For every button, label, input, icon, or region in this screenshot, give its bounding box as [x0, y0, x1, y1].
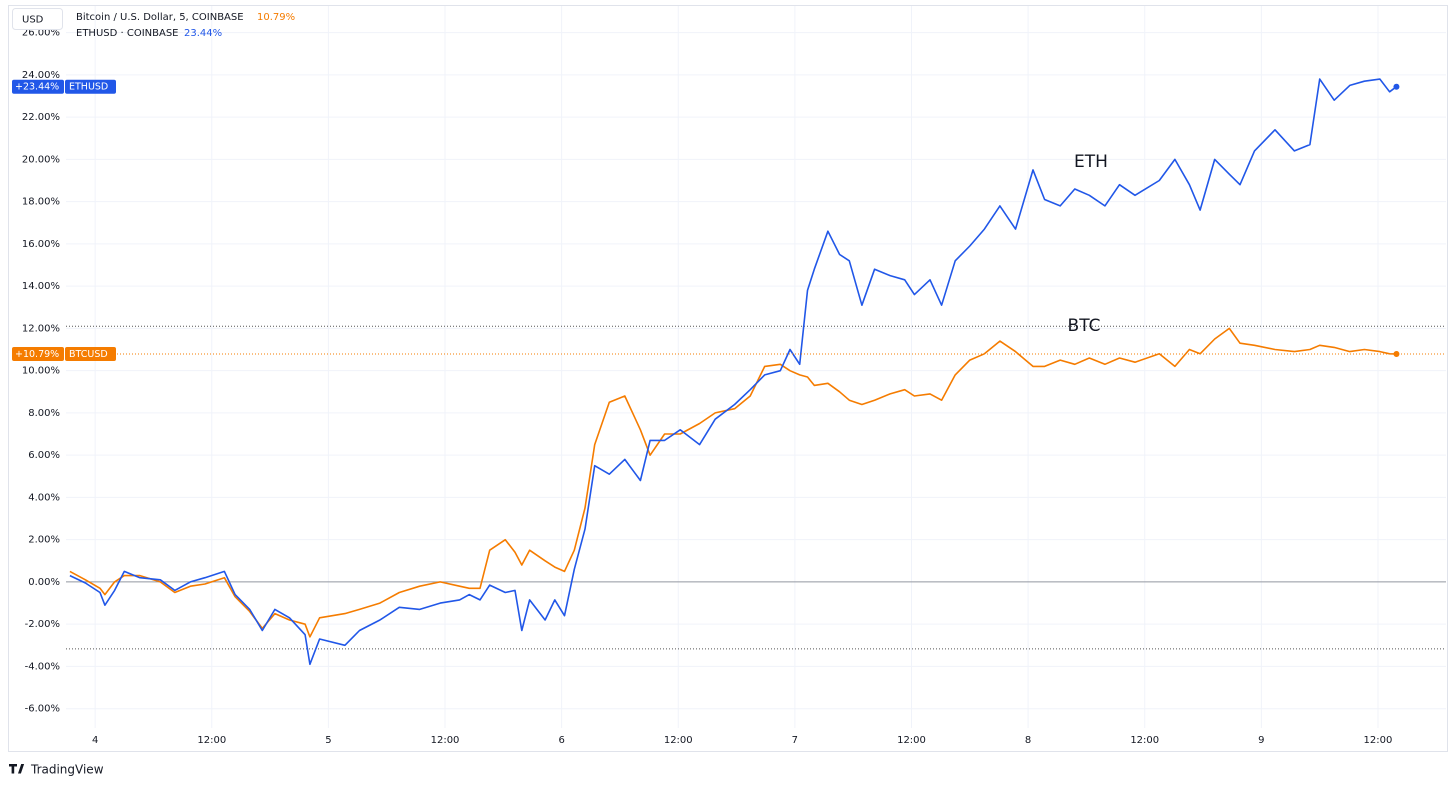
y-tick-label: 10.00%	[22, 366, 60, 377]
legend-value: 23.44%	[184, 28, 222, 39]
plot	[69, 78, 1397, 666]
y-tick-label: 8.00%	[28, 408, 60, 419]
x-tick-label: 4	[92, 735, 98, 746]
y-tick-label: 22.00%	[22, 112, 60, 123]
y-tick-label: 18.00%	[22, 197, 60, 208]
x-tick-label: 5	[325, 735, 331, 746]
x-tick-label: 8	[1025, 735, 1031, 746]
y-tick-label: -4.00%	[25, 661, 60, 672]
x-tick-label: 12:00	[1130, 735, 1159, 746]
x-tick-label: 6	[558, 735, 564, 746]
overlay: -6.00% -4.00% -2.00% 0.00% 2.00% 4.00% 6.00% 8.…	[12, 28, 1446, 746]
last-value-badge	[12, 79, 64, 94]
footer-logo	[9, 764, 25, 774]
currency-box[interactable]	[12, 8, 63, 30]
last-value-label: +10.79%	[15, 349, 59, 360]
legend-label: Bitcoin / U.S. Dollar, 5, COINBASE	[76, 12, 244, 23]
footer: TradingView	[30, 763, 104, 777]
last-value-dot	[1393, 350, 1400, 357]
series-line	[69, 78, 1397, 666]
x-tick-label: 12:00	[897, 735, 926, 746]
y-tick-label: 12.00%	[22, 323, 60, 334]
y-tick-label: 20.00%	[22, 154, 60, 165]
last-value-badge	[12, 346, 64, 361]
y-tick-label: 2.00%	[28, 535, 60, 546]
chart-frame	[8, 5, 1448, 752]
annotation: BTC	[1068, 316, 1101, 336]
y-tick-label: 14.00%	[22, 281, 60, 292]
x-tick-label: 7	[792, 735, 798, 746]
y-tick-label: 26.00%	[22, 28, 60, 39]
y-tick-label: -6.00%	[25, 704, 60, 715]
series-badge	[65, 79, 116, 94]
last-value-label: +23.44%	[15, 82, 59, 93]
y-tick-label: 16.00%	[22, 239, 60, 250]
series-name: BTCUSD	[69, 349, 108, 360]
y-tick-label: 24.00%	[22, 70, 60, 81]
legend-label: ETHUSD · COINBASE	[76, 28, 179, 39]
x-tick-label: 12:00	[197, 735, 226, 746]
currency: USD	[22, 15, 44, 26]
x-tick-label: 12:00	[431, 735, 460, 746]
grid	[66, 6, 1446, 728]
legend-value: 10.79%	[257, 12, 295, 23]
last-value-dot	[1393, 83, 1400, 90]
x-tick-label: 12:00	[1364, 735, 1393, 746]
series-badge	[65, 346, 116, 361]
x-tick-label: 9	[1258, 735, 1264, 746]
x-tick-label: 12:00	[664, 735, 693, 746]
y-tick-label: 0.00%	[28, 577, 60, 588]
series-name: ETHUSD	[69, 82, 108, 93]
y-tick-label: 4.00%	[28, 492, 60, 503]
y-tick-label: -2.00%	[25, 619, 60, 630]
series-line	[69, 327, 1397, 638]
annotation: ETH	[1074, 152, 1108, 172]
y-tick-label: 6.00%	[28, 450, 60, 461]
